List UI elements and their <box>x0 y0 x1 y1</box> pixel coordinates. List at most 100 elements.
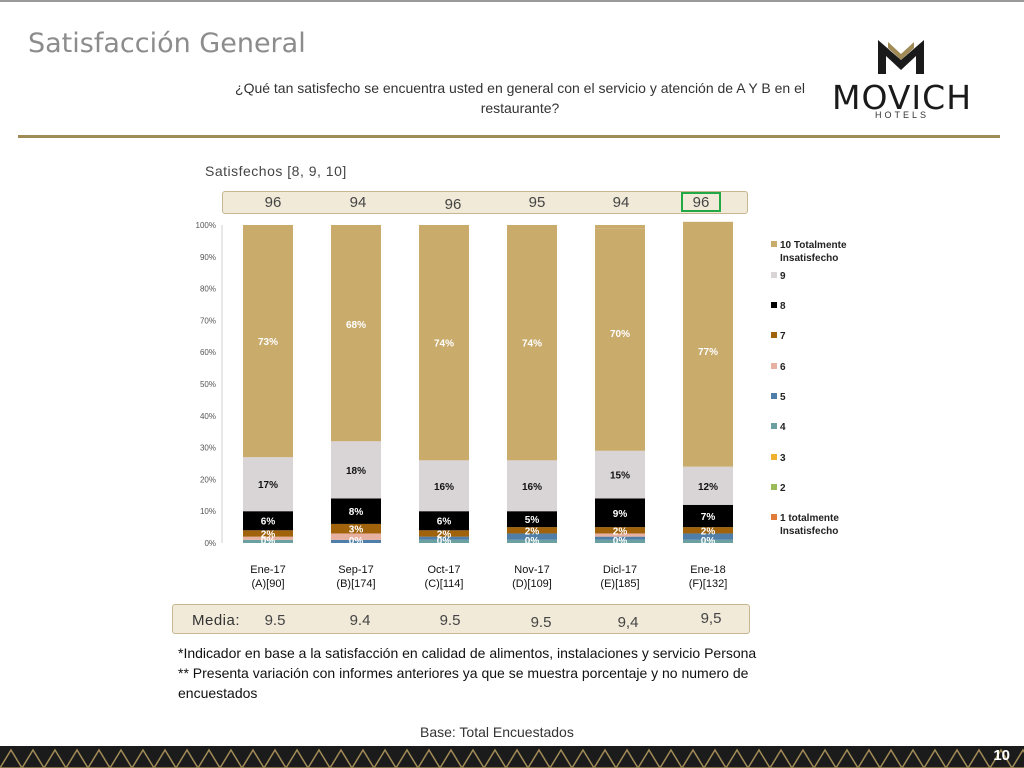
x-tick-sublabel: (E)[185] <box>600 578 639 590</box>
y-tick-label: 70% <box>200 316 216 325</box>
bar-segment <box>243 225 293 458</box>
data-label-10: 77% <box>698 347 718 358</box>
footer-chevron <box>219 748 243 768</box>
footer-chevron <box>65 748 89 768</box>
legend-label: Insatisfecho <box>780 253 838 264</box>
footer-chevron <box>505 748 529 768</box>
footer-chevron <box>1011 748 1024 768</box>
footer-chevron <box>241 748 265 768</box>
brand-subtitle: HOTELS <box>874 110 929 120</box>
bar-segment <box>683 533 733 540</box>
footer-chevron <box>879 748 903 768</box>
footer-chevron <box>769 748 793 768</box>
data-label-9: 17% <box>258 480 278 491</box>
data-label-10: 74% <box>522 339 542 350</box>
bar-segment <box>331 441 381 499</box>
legend-label: 3 <box>780 453 786 464</box>
survey-question: ¿Qué tan satisfecho se encuentra usted e… <box>235 80 805 116</box>
footer-chevron <box>835 748 859 768</box>
legend-label: 10 Totalmente <box>780 240 847 251</box>
data-label-8: 9% <box>613 509 628 520</box>
legend-swatch <box>771 393 777 399</box>
bar-segment <box>595 498 645 528</box>
footer-chevron <box>659 748 683 768</box>
satisfied-label: Satisfechos [8, 9, 10] <box>205 163 347 179</box>
data-label-8: 7% <box>701 512 716 523</box>
footer-chevron <box>329 748 353 768</box>
footer-chevron <box>857 748 881 768</box>
bar-segment <box>683 527 733 534</box>
footer-chevron <box>725 748 749 768</box>
bar-segment <box>683 539 733 543</box>
bar-segment <box>419 539 469 543</box>
data-label-low: 0% <box>349 536 364 547</box>
footer-bar: 10 <box>0 746 1024 768</box>
legend-swatch <box>771 363 777 369</box>
bar-segment <box>243 536 293 540</box>
data-label-8: 6% <box>437 517 452 528</box>
satisfied-band <box>222 191 748 214</box>
footer-chevron <box>483 748 507 768</box>
legend-label: 9 <box>780 271 786 282</box>
data-label-10: 70% <box>610 329 630 340</box>
bar-segment <box>683 466 733 505</box>
footer-pattern <box>0 748 1024 768</box>
base-note: Base: Total Encuestados <box>420 724 574 740</box>
bar-segment <box>507 539 557 543</box>
footer-chevron <box>21 748 45 768</box>
legend-label: 2 <box>780 483 786 494</box>
footnote-1: *Indicador en base a la satisfacción en … <box>178 645 757 661</box>
footer-chevron <box>461 748 485 768</box>
y-tick-label: 90% <box>200 253 216 262</box>
y-tick-label: 0% <box>204 539 216 548</box>
data-label-7: 2% <box>613 526 628 537</box>
bar-segment <box>243 530 293 537</box>
footer-chevron <box>373 748 397 768</box>
x-tick-label: Ene-17 <box>250 564 285 576</box>
legend-label: 8 <box>780 301 786 312</box>
footer-chevron <box>43 748 67 768</box>
legend-swatch <box>771 241 777 247</box>
footer-chevron <box>571 748 595 768</box>
bar-segment <box>595 228 645 451</box>
data-label-7: 3% <box>349 525 364 536</box>
bar-segment <box>331 539 381 543</box>
bar-segment <box>331 225 381 442</box>
stacked-bar-chart: 0%10%20%30%40%50%60%70%80%90%100%Ene-17(… <box>196 221 847 590</box>
bar-segment <box>507 460 557 512</box>
footer-chevron <box>395 748 419 768</box>
footer-chevron <box>549 748 573 768</box>
footer-chevron <box>703 748 727 768</box>
highlight-box <box>681 192 721 212</box>
brand-name: MOVICH <box>831 78 973 117</box>
footer-chevron <box>527 748 551 768</box>
legend-label: 6 <box>780 362 786 373</box>
media-value: 9.5 <box>439 612 461 629</box>
top-rule <box>0 0 1024 2</box>
bar-segment <box>683 221 733 467</box>
data-label-low: 0% <box>261 536 276 547</box>
y-tick-label: 100% <box>196 221 216 230</box>
footer-chevron <box>109 748 133 768</box>
header-divider <box>18 135 1000 138</box>
bar-segment <box>507 527 557 534</box>
bar-segment <box>331 533 381 540</box>
bar-segment <box>243 511 293 531</box>
x-tick-sublabel: (B)[174] <box>336 578 375 590</box>
page-title: Satisfacción General <box>28 28 306 59</box>
legend-label: 4 <box>780 422 786 433</box>
bar-segment <box>507 225 557 461</box>
y-tick-label: 20% <box>200 475 216 484</box>
media-value: 9,4 <box>617 614 639 631</box>
satisfied-value: 96 <box>692 194 710 211</box>
x-tick-label: Nov-17 <box>514 564 549 576</box>
data-label-10: 74% <box>434 339 454 350</box>
footer-chevron <box>615 748 639 768</box>
data-label-10: 68% <box>346 320 366 331</box>
bar-segment <box>243 539 293 543</box>
footer-chevron <box>637 748 661 768</box>
data-label-9: 12% <box>698 482 718 493</box>
footer-chevron <box>131 748 155 768</box>
footer-chevron <box>747 748 771 768</box>
bar-segment <box>419 460 469 512</box>
